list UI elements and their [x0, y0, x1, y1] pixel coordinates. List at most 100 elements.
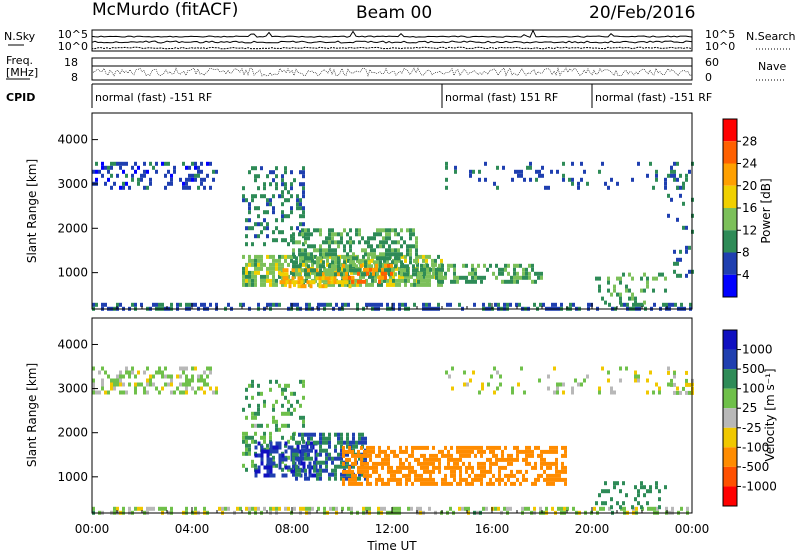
echo-cell: [331, 236, 334, 241]
echo-cell: [326, 254, 329, 259]
echo-cell: [263, 274, 266, 279]
echo-cell: [355, 232, 358, 237]
echo-cell: [298, 432, 301, 437]
echo-cell: [598, 288, 601, 293]
echo-cell: [528, 445, 531, 450]
echo-cell: [266, 226, 269, 231]
echo-cell: [278, 302, 281, 307]
echo-cell: [167, 161, 170, 166]
echo-cell: [170, 173, 173, 178]
echo-cell: [528, 271, 531, 276]
echo-cell: [326, 302, 329, 307]
echo-cell: [254, 469, 258, 474]
echo-cell: [403, 268, 406, 273]
echo-cell: [685, 382, 688, 387]
echo-cell: [604, 481, 607, 486]
echo-cell: [248, 258, 251, 263]
echo-cell: [366, 445, 369, 450]
echo-cell: [465, 481, 468, 486]
cpid-segments: normal (fast) -151 RF normal (fast) 151 R…: [91, 83, 712, 108]
echo-cell: [101, 378, 104, 383]
echo-cell: [290, 234, 293, 239]
echo-cell: [348, 445, 351, 450]
echo-cell: [295, 268, 298, 273]
echo-cell: [357, 453, 360, 458]
velocity-colorbar-label: Velocity [m s⁻¹]: [763, 368, 777, 461]
echo-cell: [257, 270, 260, 275]
echo-cell: [478, 390, 481, 395]
echo-cell: [438, 469, 441, 474]
echo-cell: [685, 390, 688, 395]
echo-cell: [390, 465, 393, 470]
echo-cell: [375, 465, 378, 470]
echo-cell: [501, 465, 504, 470]
echo-cell: [290, 170, 293, 175]
echo-cell: [525, 457, 528, 462]
echo-cell: [291, 276, 295, 281]
echo-cell: [498, 457, 501, 462]
echo-cell: [308, 506, 311, 511]
echo-cell: [318, 280, 322, 285]
y-tick-label: 3000: [57, 382, 88, 396]
echo-cell: [432, 481, 435, 486]
echo-cell: [215, 302, 218, 307]
echo-cell: [519, 449, 522, 454]
colorbar-tick-label: -500: [742, 460, 769, 474]
echo-cell: [302, 383, 305, 388]
power-echo-cells: [92, 161, 694, 311]
echo-cell: [504, 465, 507, 470]
echo-cell: [333, 280, 337, 285]
echo-cell: [415, 248, 418, 253]
echo-cell: [679, 257, 682, 262]
echo-cell: [152, 506, 155, 511]
echo-cell: [477, 445, 480, 450]
echo-cell: [284, 170, 287, 175]
echo-cell: [290, 194, 293, 199]
echo-cell: [547, 185, 550, 190]
echo-cell: [598, 493, 601, 498]
echo-cell: [412, 228, 415, 233]
echo-cell: [432, 457, 435, 462]
echo-cell: [390, 263, 393, 268]
echo-cell: [305, 274, 308, 279]
echo-cell: [525, 453, 528, 458]
echo-cell: [122, 185, 125, 190]
echo-cell: [185, 165, 188, 170]
echo-cell: [637, 378, 640, 383]
echo-cell: [429, 477, 432, 482]
echo-cell: [419, 278, 422, 283]
echo-cell: [307, 228, 310, 233]
echo-cell: [185, 390, 188, 395]
echo-cell: [569, 302, 572, 307]
echo-cell: [553, 390, 556, 395]
echo-cell: [607, 370, 610, 375]
echo-cell: [302, 222, 305, 227]
echo-cell: [364, 436, 367, 441]
echo-cell: [668, 302, 671, 307]
echo-cell: [446, 302, 449, 307]
echo-cell: [360, 469, 363, 474]
echo-cell: [116, 161, 119, 166]
echo-cell: [328, 452, 331, 457]
echo-cell: [119, 390, 122, 395]
echo-cell: [372, 461, 375, 466]
echo-cell: [314, 270, 317, 275]
echo-cell: [325, 248, 328, 253]
echo-cell: [616, 292, 619, 297]
echo-cell: [334, 448, 337, 453]
echo-cell: [679, 193, 682, 198]
echo-cell: [304, 232, 307, 237]
echo-cell: [465, 469, 468, 474]
echo-cell: [375, 469, 378, 474]
freq-tick-bottom: 8: [71, 71, 78, 84]
echo-cell: [344, 282, 347, 287]
echo-cell: [388, 236, 391, 241]
echo-cell: [263, 431, 266, 436]
echo-cell: [122, 169, 125, 174]
count-tick-right-bottom: 10^0: [705, 40, 735, 53]
echo-cell: [322, 260, 325, 265]
echo-cell: [176, 374, 179, 379]
echo-cell: [688, 169, 691, 174]
echo-cell: [343, 272, 346, 277]
